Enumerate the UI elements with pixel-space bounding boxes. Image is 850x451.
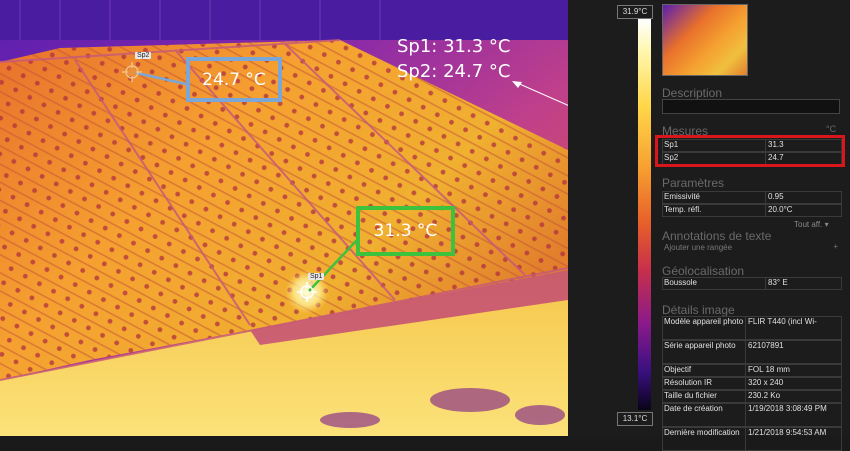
add-row-button[interactable]: Ajouter une rangée + xyxy=(664,242,840,252)
parameter-name: Temp. réfl. xyxy=(664,205,702,214)
parametres-title: Paramètres xyxy=(662,176,725,190)
mesures-unit: °C xyxy=(826,124,837,134)
cell-border xyxy=(745,340,842,364)
spot-label-sp1: Sp1 xyxy=(308,273,325,280)
geolocation-value: 83° E xyxy=(768,278,788,287)
cell-border xyxy=(765,204,842,217)
thermal-image-viewer[interactable]: Sp2 Sp1 24.7 °C 31.3 °C Sp1: 31.3 °C Sp2… xyxy=(0,0,568,436)
parameter-name: Emissivité xyxy=(664,192,701,201)
detail-row: Résolution IR 320 x 240 xyxy=(662,377,842,390)
detail-value: 1/21/2018 9:54:53 AM xyxy=(748,428,827,437)
sp1-connector-line xyxy=(308,239,358,292)
annotation-sp2: Sp2: 24.7 °C xyxy=(397,61,511,82)
annotation-sp1: Sp1: 31.3 °C xyxy=(397,36,511,57)
measurement-row[interactable]: Sp1 31.3 xyxy=(662,139,842,152)
detail-name: Série appareil photo xyxy=(664,341,736,350)
measurement-value: 31.3 xyxy=(768,140,784,149)
measurement-value: 24.7 xyxy=(768,153,784,162)
detail-row: Modèle appareil photo FLIR T440 (incl Wi- xyxy=(662,316,842,340)
cell-border xyxy=(745,377,842,390)
plus-icon: + xyxy=(833,242,838,251)
cell-border xyxy=(745,316,842,340)
description-title: Description xyxy=(662,86,723,100)
side-panel: 31.9°C 13.1°C Description Mesures °C Sp1… xyxy=(568,0,850,451)
detail-value: FLIR T440 (incl Wi- xyxy=(748,317,817,326)
cell-border xyxy=(765,191,842,204)
parameter-value: 20.0°C xyxy=(768,205,793,214)
scale-max-label: 31.9°C xyxy=(617,5,653,19)
cell-border xyxy=(765,139,842,152)
geolocation-name: Boussole xyxy=(664,278,697,287)
parameter-row[interactable]: Temp. réfl. 20.0°C xyxy=(662,204,842,217)
detail-row: Série appareil photo 62107891 xyxy=(662,340,842,364)
description-field[interactable] xyxy=(662,99,840,114)
detail-row: Dernière modification 1/21/2018 9:54:53 A… xyxy=(662,427,842,451)
detail-value: 1/19/2018 3:08:49 PM xyxy=(748,404,827,413)
geolocation-row[interactable]: Boussole 83° E xyxy=(662,277,842,290)
detail-row: Taille du fichier 230.2 Ko xyxy=(662,390,842,403)
detail-name: Date de création xyxy=(664,404,723,413)
geoloc-title: Géolocalisation xyxy=(662,264,745,278)
spot-label-sp2: Sp2 xyxy=(135,52,152,59)
spot-marker-sp1[interactable] xyxy=(297,282,317,302)
detail-row: Date de création 1/19/2018 3:08:49 PM xyxy=(662,403,842,427)
sp1-temperature-box: 31.3 °C xyxy=(356,206,455,256)
mesures-title: Mesures xyxy=(662,124,709,138)
detail-name: Dernière modification xyxy=(664,428,740,437)
details-title: Détails image xyxy=(662,303,735,317)
detail-name: Objectif xyxy=(664,365,692,374)
annotations-title: Annotations de texte xyxy=(662,229,772,243)
detail-name: Modèle appareil photo xyxy=(664,317,744,326)
measurement-name: Sp2 xyxy=(664,153,679,162)
tout-aff-button[interactable]: Tout aff. ▾ xyxy=(794,220,829,229)
detail-value: 230.2 Ko xyxy=(748,391,781,400)
detail-name: Résolution IR xyxy=(664,378,713,387)
detail-value: 320 x 240 xyxy=(748,378,784,387)
sp2-temperature-box: 24.7 °C xyxy=(186,57,282,102)
tout-aff-label: Tout aff. xyxy=(794,220,823,229)
cell-border xyxy=(745,390,842,403)
detail-value: FOL 18 mm xyxy=(748,365,790,374)
color-scale-bar xyxy=(638,19,651,410)
add-row-label: Ajouter une rangée xyxy=(664,243,733,252)
cell-border xyxy=(745,403,842,427)
cell-border xyxy=(745,364,842,377)
thumbnail-image[interactable] xyxy=(662,4,748,76)
annotation-arrow xyxy=(514,81,568,106)
spot-marker-sp2[interactable] xyxy=(122,62,142,82)
chevron-down-icon: ▾ xyxy=(824,220,829,229)
measurement-name: Sp1 xyxy=(664,140,679,149)
detail-row: Objectif FOL 18 mm xyxy=(662,364,842,377)
parameter-row[interactable]: Emissivité 0.95 xyxy=(662,191,842,204)
scale-min-label: 13.1°C xyxy=(617,412,653,426)
thermal-image xyxy=(0,0,568,436)
detail-value: 62107891 xyxy=(748,341,784,350)
sp2-connector-line xyxy=(131,70,187,86)
measurements-highlight xyxy=(655,135,845,167)
cell-border xyxy=(765,277,842,290)
detail-name: Taille du fichier xyxy=(664,391,717,400)
parameter-value: 0.95 xyxy=(768,192,784,201)
